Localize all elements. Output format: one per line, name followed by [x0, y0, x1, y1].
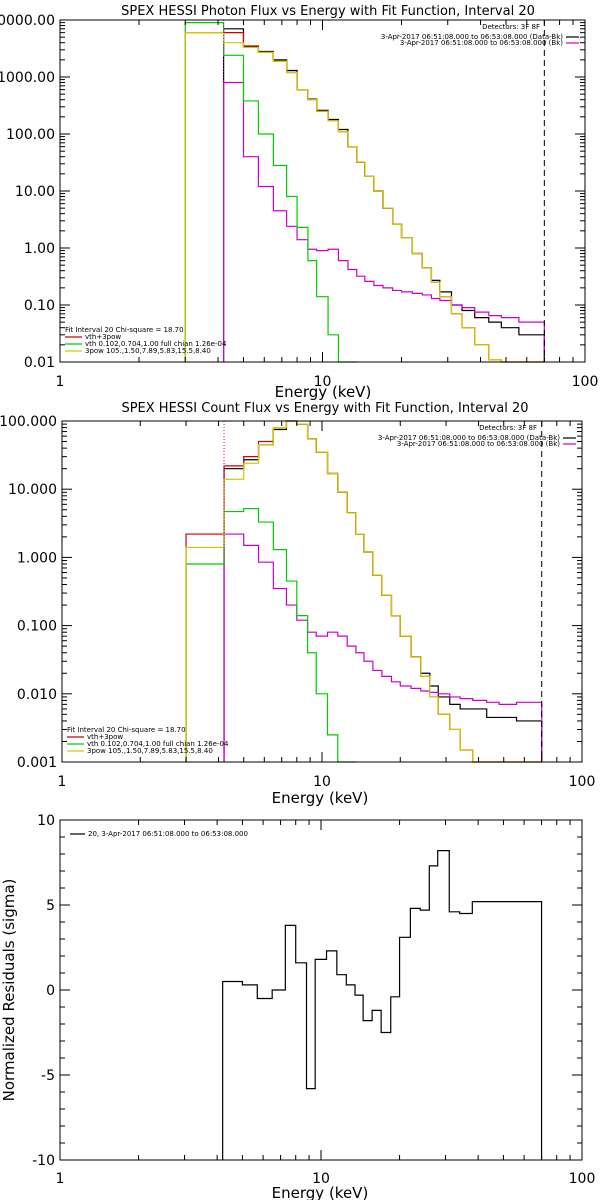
- fit-info-text: vth 0.102,0.704,1.00 full chian 1.26e-04: [85, 340, 227, 348]
- y-tick-label: 0.10: [24, 298, 55, 314]
- plot-frame: [59, 819, 583, 1161]
- fit-info-text: 3pow 105.,1.50,7.89,5.83,15.5,8.40: [85, 347, 211, 355]
- legend-entry: 20, 3-Apr-2017 06:51:08.000 to 06:53:08.…: [88, 830, 248, 838]
- y-tick-label: 5: [46, 898, 55, 914]
- plot-area: [222, 850, 543, 1160]
- count-flux-chart: SPEX HESSI Count Flux vs Energy with Fit…: [0, 401, 595, 807]
- legend-entry: 3-Apr-2017 06:51:08.000 to 06:53:08.000 …: [381, 33, 563, 41]
- plot-frame: [61, 420, 583, 763]
- legend-entry: 3-Apr-2017 06:51:08.000 to 06:53:08.000 …: [400, 39, 563, 47]
- x-axis-label: Energy (keV): [275, 383, 372, 401]
- legend-header: Detectors: 3F 8F: [482, 23, 540, 31]
- y-tick-label: 100.000: [0, 414, 57, 430]
- series-line-vth-3pow: [185, 420, 542, 763]
- x-tick-label: 1: [58, 774, 67, 790]
- y-tick-label: 10: [37, 813, 55, 829]
- series-line-data-bk: [223, 28, 545, 362]
- y-tick-label: -10: [32, 1153, 55, 1169]
- photon-flux-chart: SPEX HESSI Photon Flux vs Energy with Fi…: [0, 4, 598, 401]
- fit-info-text: vth+3pow: [87, 733, 123, 741]
- series-line-vth: [185, 507, 356, 763]
- x-tick-label: 1: [56, 374, 65, 390]
- y-tick-label: 100.00: [6, 127, 55, 143]
- plot-area: [185, 420, 543, 763]
- series-line-vth: [184, 22, 357, 363]
- y-tick-label: 0.100: [17, 619, 57, 635]
- y-tick-label: 1.000: [17, 550, 57, 566]
- x-axis-label: Energy (keV): [272, 789, 369, 807]
- fit-info-text: Fit Interval 20 Chi-square = 18.70: [67, 726, 186, 734]
- series-line-3pow: [184, 32, 545, 363]
- series-line-bk: [223, 81, 545, 362]
- plot-frame: [59, 19, 586, 363]
- y-tick-label: 0: [46, 983, 55, 999]
- residuals-chart: Energy (keV) Normalized Residuals (sigma…: [0, 813, 595, 1200]
- y-tick-label: 10.000: [8, 482, 57, 498]
- fit-info-text: vth+3pow: [85, 333, 121, 341]
- x-tick-label: 1: [56, 1171, 65, 1187]
- y-tick-label: 0.010: [17, 687, 57, 703]
- series-line-20: [222, 850, 543, 1160]
- series-line-data-bk: [223, 420, 543, 762]
- series-line-3pow: [185, 420, 542, 763]
- fit-info-text: vth 0.102,0.704,1.00 full chian 1.26e-04: [87, 740, 229, 748]
- x-tick-label: 10: [312, 1171, 330, 1187]
- x-axis-label: Energy (keV): [272, 1184, 369, 1200]
- chart-title: SPEX HESSI Count Flux vs Energy with Fit…: [121, 401, 528, 416]
- y-axis-label: Normalized Residuals (sigma): [0, 879, 18, 1102]
- y-tick-label: 0.001: [17, 755, 57, 771]
- x-tick-label: 10: [313, 774, 331, 790]
- x-tick-label: 100: [569, 774, 596, 790]
- legend-header: Detectors: 3F 8F: [479, 424, 537, 432]
- y-tick-label: 1000.00: [0, 70, 55, 86]
- x-tick-label: 100: [572, 374, 599, 390]
- fit-info-text: 3pow 105.,1.50,7.89,5.83,15.5,8.40: [87, 747, 213, 755]
- chart-title: SPEX HESSI Photon Flux vs Energy with Fi…: [121, 4, 535, 19]
- y-tick-label: 0.01: [24, 355, 55, 371]
- plot-area: [184, 20, 545, 363]
- x-tick-label: 100: [569, 1171, 596, 1187]
- x-tick-label: 10: [314, 374, 332, 390]
- y-tick-label: 10.00: [15, 184, 55, 200]
- series-line-bk: [223, 533, 543, 762]
- legend-entry: 3-Apr-2017 06:51:08.000 to 06:53:08.000 …: [397, 440, 560, 448]
- legend-entry: 3-Apr-2017 06:51:08.000 to 06:53:08.000 …: [378, 434, 560, 442]
- y-tick-label: 1.00: [24, 241, 55, 257]
- fit-info-text: Fit Interval 20 Chi-square = 18.70: [65, 326, 184, 334]
- y-tick-label: -5: [41, 1068, 55, 1084]
